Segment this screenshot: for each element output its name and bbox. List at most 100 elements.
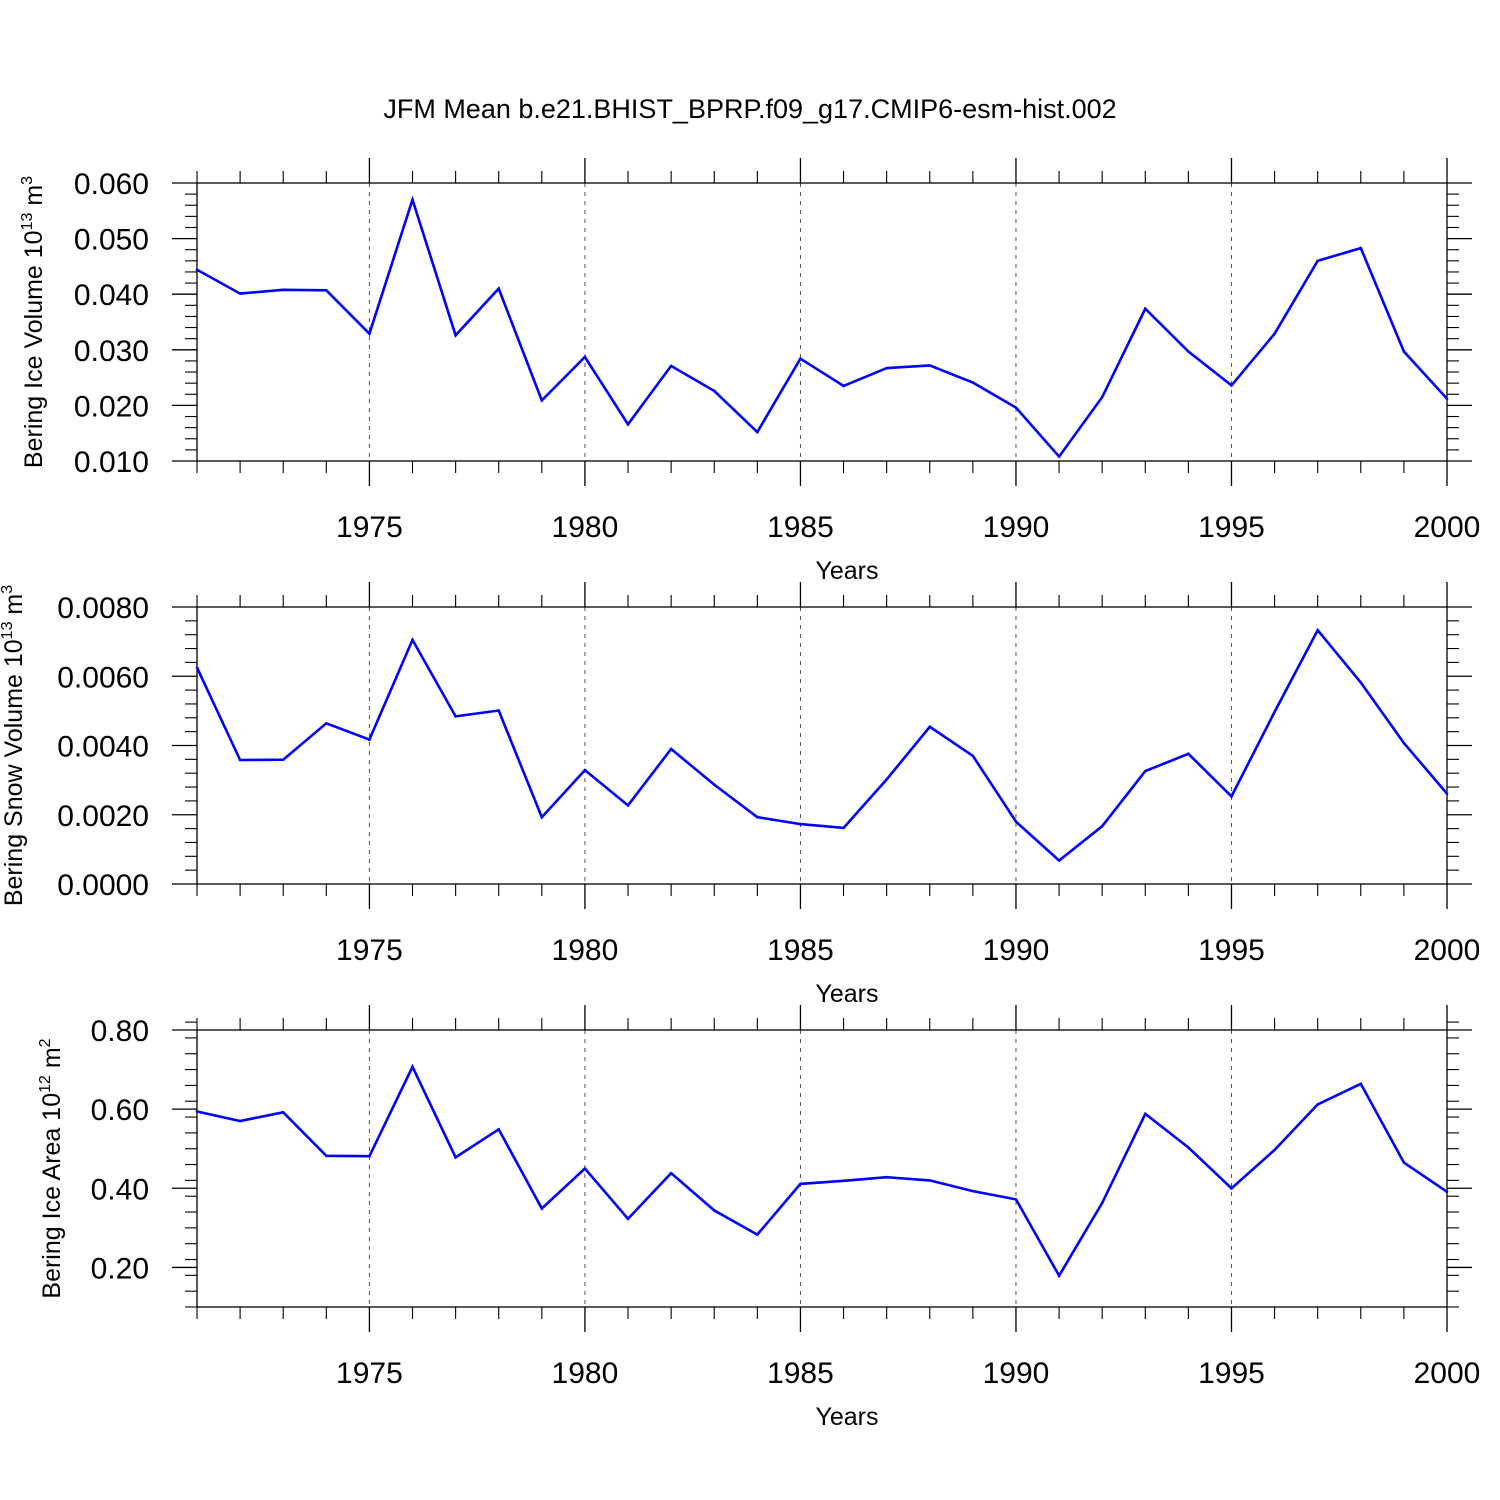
data-point <box>971 754 975 758</box>
data-point <box>756 430 759 434</box>
data-point <box>540 399 544 402</box>
x-tick-label: 1980 <box>552 511 619 544</box>
y-axis-label-unit: m <box>20 185 48 213</box>
data-point <box>368 1154 371 1158</box>
data-point <box>1230 1186 1233 1190</box>
series-line <box>195 627 1448 863</box>
data-point <box>281 288 285 292</box>
data-point <box>583 768 587 772</box>
panel-snow-volume: 1975 1980 1985 1990 1995 2000 0.0000 0.0020 0.00… <box>0 582 1480 1008</box>
y-tick-label: 0.060 <box>74 168 149 201</box>
y-axis-label-unit-exponent: 3 <box>19 176 36 185</box>
data-point <box>368 738 371 741</box>
data-point <box>1445 792 1449 795</box>
data-point <box>238 292 242 295</box>
data-point <box>1273 710 1276 714</box>
data-point <box>1230 384 1233 387</box>
data-point <box>497 287 501 290</box>
x-tick-label: 1985 <box>767 1357 834 1390</box>
x-tick-label: 1980 <box>552 1357 619 1390</box>
data-point <box>1316 1103 1319 1106</box>
data-point <box>1014 820 1018 823</box>
data-point <box>281 1111 285 1114</box>
data-point <box>1057 455 1061 458</box>
data-point <box>799 357 802 360</box>
data-point <box>1359 681 1363 684</box>
y-tick-label: 0.60 <box>91 1094 149 1127</box>
data-point <box>1187 752 1190 756</box>
x-tick-label: 1980 <box>552 934 619 967</box>
data-point <box>1230 795 1233 798</box>
data-point <box>1014 1198 1018 1201</box>
data-point <box>1187 1146 1190 1149</box>
data-point <box>238 758 242 762</box>
data-point <box>669 364 673 368</box>
y-axis-label-text: Bering Snow Volume 10 <box>0 639 28 906</box>
y-axis-label-unit-exponent: 3 <box>0 585 16 594</box>
x-tick-label: 1990 <box>983 934 1050 967</box>
data-point <box>195 1110 199 1113</box>
x-tick-label: 1995 <box>1198 934 1265 967</box>
data-point <box>971 1189 975 1193</box>
data-point <box>1359 1082 1363 1086</box>
data-point <box>583 1167 587 1170</box>
y-tick-label: 0.020 <box>74 390 149 423</box>
data-point <box>669 1171 673 1175</box>
data-point <box>626 423 630 426</box>
data-point <box>1143 307 1147 310</box>
y-axis-label-text: Bering Ice Volume 10 <box>20 230 48 468</box>
panel-ice-volume: 1975 1980 1985 1990 1995 2000 0.010 0.020 0.030 0… <box>19 158 1480 585</box>
data-point <box>928 1179 932 1182</box>
data-point <box>756 815 759 819</box>
data-point <box>1057 859 1061 862</box>
data-point <box>540 815 544 819</box>
y-axis-label-exponent: 12 <box>37 1075 54 1093</box>
x-tick-label: 1985 <box>767 934 834 967</box>
data-point <box>1143 769 1147 773</box>
data-point <box>325 1154 328 1158</box>
y-tick-label: 0.0000 <box>57 869 149 902</box>
y-axis-label-unit: m <box>38 1047 66 1075</box>
data-point <box>454 1156 457 1159</box>
data-point <box>1273 332 1276 335</box>
chart-title: JFM Mean b.e21.BHIST_BPRP.f09_g17.CMIP6-… <box>383 94 1116 124</box>
x-tick-label: 1985 <box>767 511 834 544</box>
data-point <box>1445 397 1449 401</box>
y-tick-label: 0.050 <box>74 224 149 257</box>
data-point <box>1187 350 1190 353</box>
x-tick-label: 1975 <box>336 934 403 967</box>
data-point <box>540 1207 544 1210</box>
data-point <box>1316 259 1319 263</box>
data-point <box>842 384 845 388</box>
x-tick-label: 2000 <box>1414 934 1481 967</box>
x-axis-label: Years <box>815 1403 878 1431</box>
data-point <box>1143 1112 1147 1116</box>
x-axis-label: Years <box>815 557 878 585</box>
x-tick-label: 2000 <box>1414 511 1481 544</box>
y-tick-label: 0.040 <box>74 279 149 312</box>
y-axis-label-exponent: 13 <box>0 621 16 639</box>
data-point <box>195 666 199 669</box>
data-point <box>281 758 285 761</box>
data-point <box>712 389 716 393</box>
data-point <box>1445 1190 1449 1194</box>
x-tick-label: 1990 <box>983 1357 1050 1390</box>
y-axis-label-unit: m <box>0 594 28 622</box>
y-tick-label: 0.20 <box>91 1252 149 1285</box>
data-point <box>842 1179 845 1183</box>
data-point <box>1273 1148 1276 1152</box>
data-point <box>411 198 414 201</box>
plot-frame <box>196 182 1448 462</box>
data-point <box>1100 395 1104 399</box>
data-point <box>712 1209 716 1212</box>
data-point <box>1057 1274 1061 1278</box>
series-line <box>196 1063 1448 1279</box>
data-point <box>799 822 802 826</box>
x-tick-label: 1995 <box>1198 1357 1265 1390</box>
data-point <box>712 783 716 786</box>
data-point <box>368 332 371 335</box>
data-point <box>325 722 328 725</box>
data-point <box>1402 1161 1406 1164</box>
data-point <box>799 1182 802 1186</box>
